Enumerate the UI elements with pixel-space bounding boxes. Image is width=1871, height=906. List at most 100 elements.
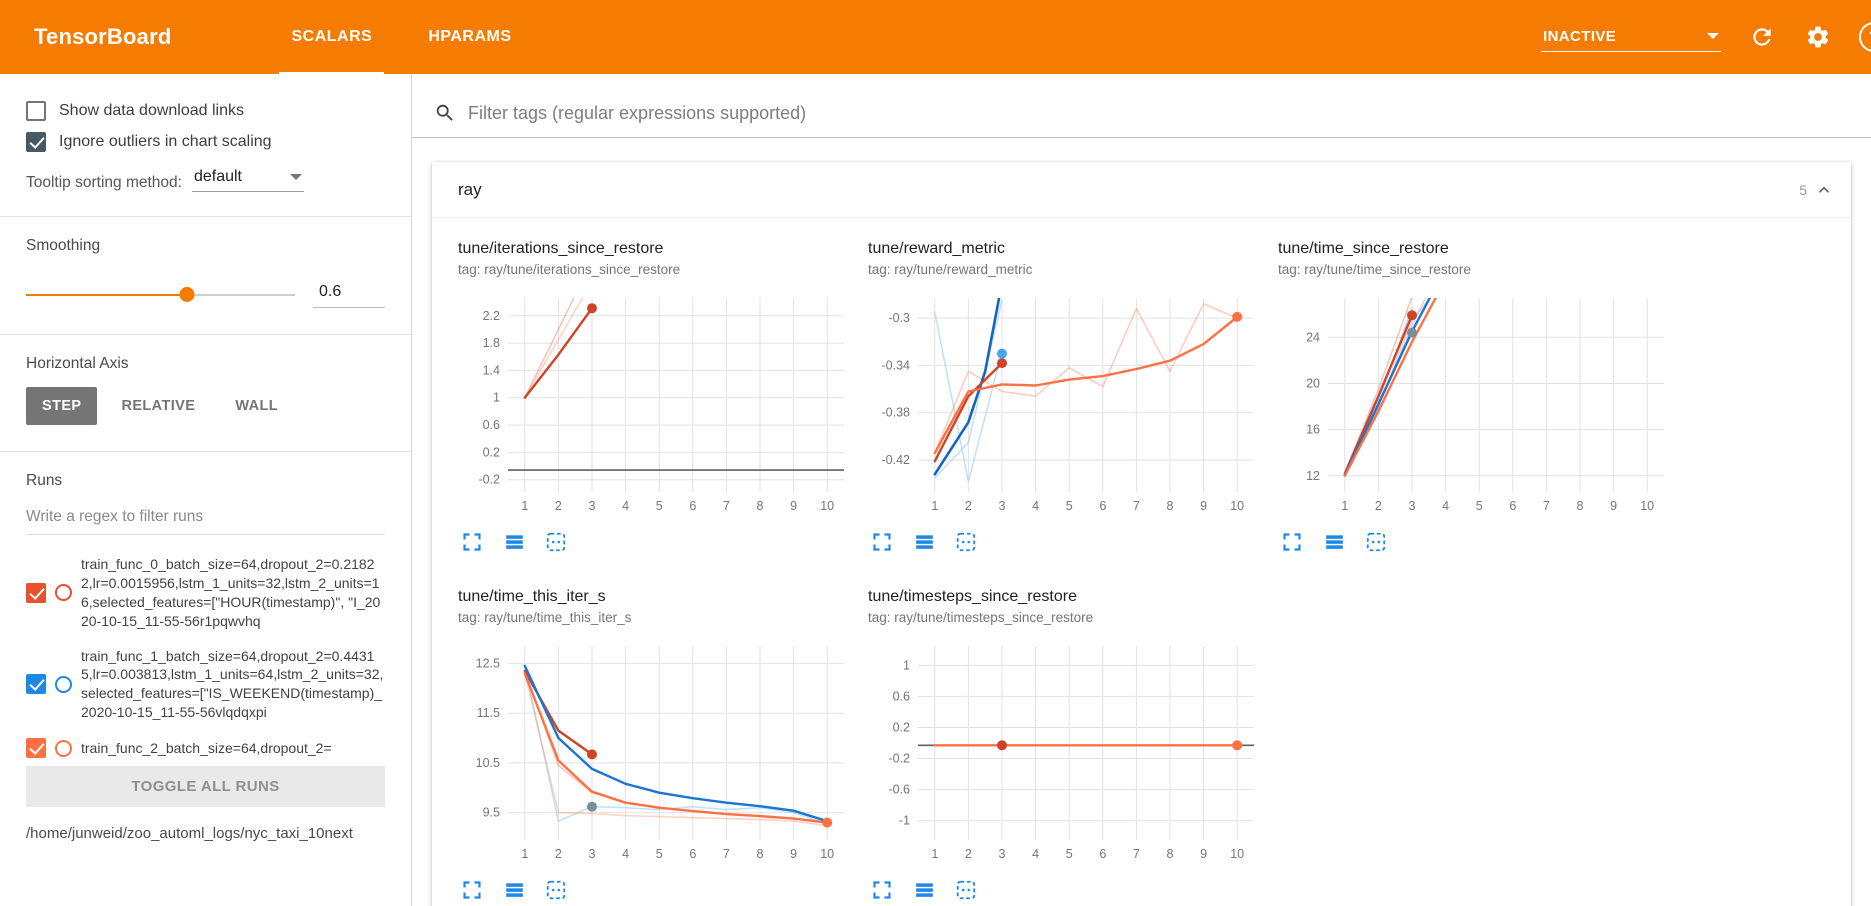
chart-tag: tag: ray/tune/timesteps_since_restore	[868, 610, 1094, 625]
fit-domain-button[interactable]	[544, 530, 568, 554]
run-item[interactable]: train_func_1_batch_size=64,dropout_2=0.4…	[26, 639, 385, 731]
axis-button-wall[interactable]: WALL	[219, 387, 294, 425]
svg-text:-0.3: -0.3	[888, 311, 910, 325]
svg-text:-0.38: -0.38	[882, 406, 911, 420]
chart-plot[interactable]: -1 -0.6 -0.2 0.2 0.6 1 1 2 3 4 5 6 7 8 9 10	[868, 637, 1262, 870]
toggle-all-runs-button[interactable]: TOGGLE ALL RUNS	[26, 766, 385, 808]
svg-text:3: 3	[999, 499, 1006, 513]
dashed-box-icon	[956, 880, 976, 900]
toggle-runs-button[interactable]	[502, 878, 526, 902]
expand-chart-button[interactable]	[1280, 530, 1304, 554]
tag-filter-input[interactable]	[468, 102, 1871, 124]
tab-scalars[interactable]: SCALARS	[263, 0, 400, 74]
status-dropdown[interactable]: INACTIVE	[1541, 23, 1721, 52]
svg-text:2: 2	[965, 847, 972, 861]
svg-text:6: 6	[689, 847, 696, 861]
expand-chart-button[interactable]	[460, 530, 484, 554]
expand-chart-button[interactable]	[870, 530, 894, 554]
svg-text:10.5: 10.5	[476, 756, 500, 770]
svg-text:3: 3	[1409, 499, 1416, 513]
run-label: train_func_1_batch_size=64,dropout_2=0.4…	[81, 647, 384, 721]
run-item[interactable]: train_func_0_batch_size=64,dropout_2=0.2…	[26, 547, 385, 639]
ignore-outliers-checkbox[interactable]	[26, 132, 46, 152]
tooltip-sorting-value: default	[193, 168, 242, 185]
run-color-circle[interactable]	[55, 739, 72, 757]
run-color-circle[interactable]	[55, 675, 72, 693]
axis-button-step[interactable]: STEP	[26, 387, 98, 425]
run-checkbox[interactable]	[26, 738, 46, 759]
expand-chart-button[interactable]	[870, 878, 894, 902]
svg-text:7: 7	[1543, 499, 1550, 513]
show-download-links-checkbox[interactable]	[26, 101, 46, 121]
chart-toolbar	[868, 878, 1262, 902]
expand-icon	[463, 533, 481, 551]
refresh-icon	[1753, 28, 1771, 46]
help-button[interactable]: ?	[1859, 22, 1871, 52]
fit-domain-button[interactable]	[954, 878, 978, 902]
smoothing-slider[interactable]	[26, 286, 295, 302]
smoothing-value-input[interactable]: 0.6	[313, 281, 385, 308]
refresh-button[interactable]	[1747, 22, 1777, 52]
axis-button-group: STEP RELATIVE WALL	[26, 387, 385, 425]
bars-icon	[915, 535, 933, 549]
runs-filter-input[interactable]	[26, 500, 385, 535]
help-icon: ?	[1869, 27, 1871, 47]
chart-plot[interactable]: -0.2 0.2 0.6 1 1.4 1.8 2.2 1 2 3 4 5 6 7 8 9 10	[458, 289, 852, 522]
app-title: TensorBoard	[34, 24, 172, 49]
svg-text:4: 4	[622, 847, 629, 861]
svg-text:2: 2	[555, 499, 562, 513]
chevron-down-icon	[1707, 33, 1719, 39]
tab-hparams[interactable]: HPARAMS	[428, 28, 512, 45]
toggle-runs-button[interactable]	[1322, 530, 1346, 554]
svg-text:4: 4	[1032, 847, 1039, 861]
svg-text:7: 7	[1133, 499, 1140, 513]
svg-text:10: 10	[820, 499, 834, 513]
svg-text:10: 10	[820, 847, 834, 861]
chart-plot[interactable]: 9.5 10.5 11.5 12.5 1 2 3 4 5 6 7 8 9 10	[458, 637, 852, 870]
settings-button[interactable]	[1803, 22, 1833, 52]
svg-text:1: 1	[521, 847, 528, 861]
chart-plot[interactable]: -0.42 -0.38 -0.34 -0.3 1 2 3 4 5 6 7 8 9 10	[868, 289, 1262, 522]
chart-toolbar	[868, 530, 1262, 554]
svg-text:3: 3	[589, 499, 596, 513]
header-actions: INACTIVE ?	[1541, 22, 1871, 52]
expand-icon	[1283, 533, 1301, 551]
svg-text:1: 1	[493, 391, 500, 405]
run-item[interactable]: train_func_2_batch_size=64,dropout_2=	[26, 730, 385, 766]
svg-text:8: 8	[1167, 847, 1174, 861]
fit-domain-button[interactable]	[1364, 530, 1388, 554]
svg-text:6: 6	[689, 499, 696, 513]
settings-sidebar: Show data download links Ignore outliers…	[0, 74, 412, 906]
svg-text:0.2: 0.2	[483, 445, 500, 459]
chart-toolbar	[1278, 530, 1672, 554]
svg-text:2.2: 2.2	[483, 309, 500, 323]
ignore-outliers-row[interactable]: Ignore outliers in chart scaling	[26, 132, 385, 152]
show-download-links-row[interactable]: Show data download links	[26, 101, 385, 121]
axis-button-relative[interactable]: RELATIVE	[105, 387, 211, 425]
chevron-up-icon[interactable]	[1815, 181, 1833, 199]
main-content: ray 5 tune/iterations_since_restore tag:…	[412, 74, 1871, 906]
tag-group-header[interactable]: ray 5	[432, 162, 1851, 218]
tooltip-sorting-dropdown[interactable]: default	[191, 166, 304, 192]
svg-text:1: 1	[931, 847, 938, 861]
expand-chart-button[interactable]	[460, 878, 484, 902]
app-header: TensorBoard SCALARS HPARAMS INACTIVE ?	[0, 0, 1871, 74]
toggle-runs-button[interactable]	[502, 530, 526, 554]
tag-group-name: ray	[458, 179, 482, 199]
divider	[0, 451, 411, 452]
run-checkbox[interactable]	[26, 674, 46, 695]
horizontal-axis-label: Horizontal Axis	[26, 355, 129, 372]
toggle-runs-button[interactable]	[912, 530, 936, 554]
run-checkbox[interactable]	[26, 582, 46, 603]
toggle-runs-button[interactable]	[912, 878, 936, 902]
svg-text:5: 5	[656, 847, 663, 861]
fit-domain-button[interactable]	[954, 530, 978, 554]
run-color-circle[interactable]	[55, 584, 72, 602]
svg-text:7: 7	[1133, 847, 1140, 861]
svg-text:1: 1	[1341, 499, 1348, 513]
fit-domain-button[interactable]	[544, 878, 568, 902]
smoothing-slider-thumb[interactable]	[179, 286, 195, 302]
smoothing-slider-fill	[26, 293, 188, 296]
svg-text:-1: -1	[899, 814, 910, 828]
